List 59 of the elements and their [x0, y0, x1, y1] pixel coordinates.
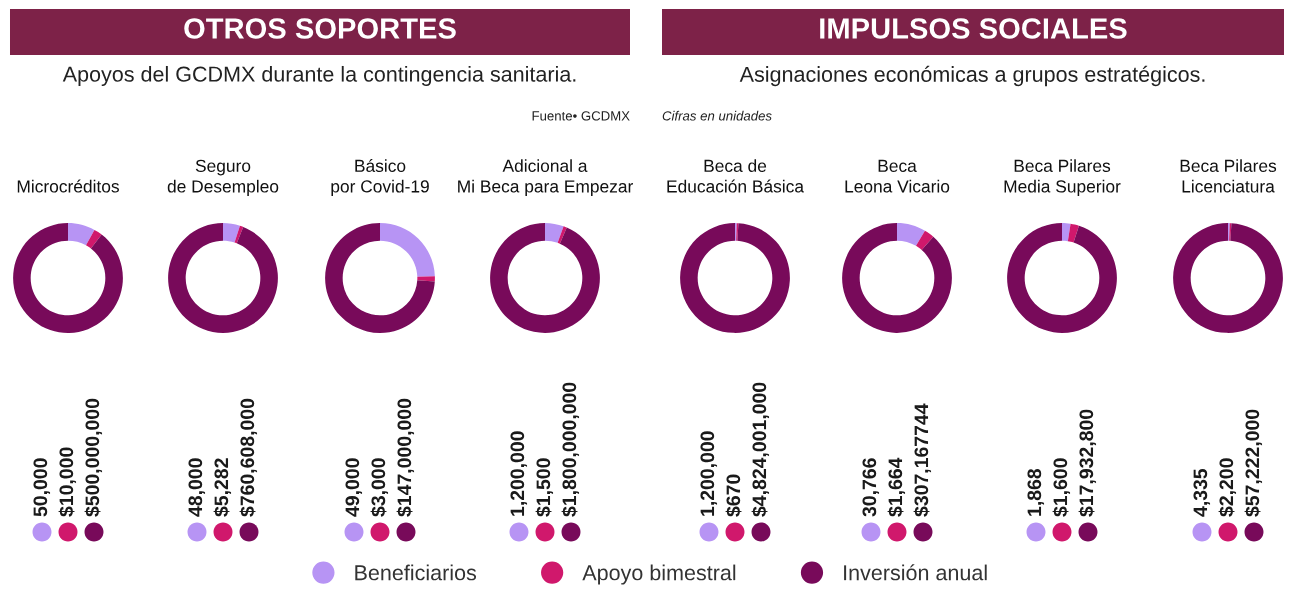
chart-title: Beca Leona Vicario	[845, 159, 950, 193]
donut-slice	[916, 230, 934, 250]
donut-slice	[1062, 223, 1071, 242]
donut-slice	[545, 223, 564, 243]
donut-slice	[897, 223, 925, 246]
text: $17,932,800	[1078, 409, 1097, 517]
source-note: Fuente• GCDMX	[532, 111, 630, 121]
text: 4,335	[1193, 468, 1211, 517]
text: 49,000	[345, 458, 363, 517]
text: $307,167744	[913, 403, 932, 517]
text: $1,500	[535, 458, 554, 517]
chart-title: Adicional a Mi Beca para Empezar	[458, 159, 634, 196]
text: Asignaciones económicas a grupos estratégicos.	[739, 65, 1205, 87]
legend-label: Inversión anual	[844, 564, 987, 581]
text: 1,200,000	[700, 431, 718, 516]
text: $10,000	[58, 447, 77, 517]
text: $1,600	[1052, 458, 1071, 517]
chart-title: Básico por Covid-19	[331, 159, 429, 196]
text: IMPULSOS SOCIALES	[820, 18, 1127, 39]
donut-slice	[1007, 223, 1117, 333]
text: 48,000	[188, 458, 206, 517]
donut-slice	[325, 223, 435, 333]
text: Cifras en unidades	[662, 110, 772, 121]
text: $2,200	[1218, 458, 1237, 517]
donut-slice	[490, 223, 600, 333]
chart-title: Microcréditos	[17, 179, 119, 193]
text: $57,222,000	[1244, 409, 1263, 517]
donut-slice	[1067, 223, 1079, 243]
chart-title: Beca de Educación Básica	[667, 159, 805, 193]
text: 1,868	[1027, 468, 1045, 516]
text: $670	[725, 474, 742, 517]
donut-slice	[417, 276, 435, 282]
text: $1,800,000,000	[561, 382, 580, 517]
donut-slice	[234, 225, 244, 244]
donut-slice	[85, 229, 102, 249]
donut-slice	[168, 223, 278, 333]
text: $3,000	[370, 458, 389, 517]
donut-slice	[13, 223, 123, 333]
text: OTROS SOPORTES	[184, 18, 456, 39]
text: $5,282	[213, 458, 232, 517]
text: $500,000,000	[84, 398, 103, 517]
text: $147,000,000	[396, 398, 415, 517]
text: 50,000	[33, 458, 51, 517]
legend-label: Apoyo bimestral	[582, 564, 736, 585]
text: $760,608,000	[239, 398, 258, 517]
text: 30,766	[862, 458, 880, 517]
donut-slice	[380, 223, 435, 277]
donut-slice	[68, 223, 95, 246]
text: Apoyos del GCDMX durante la contingencia sanitaria.	[62, 65, 576, 87]
legend-label: Beneficiarios	[355, 564, 477, 581]
text: $4,824,001,000	[751, 382, 770, 517]
donut-slice	[557, 226, 567, 244]
chart-title: Beca Pilares Media Superior	[1004, 159, 1121, 196]
donut-slice	[842, 223, 952, 333]
chart-title: Seguro de Desempleo	[167, 159, 279, 196]
donut-slice	[223, 223, 240, 243]
text: 1,200,000	[510, 431, 528, 516]
text: $1,664	[887, 457, 906, 517]
chart-title: Beca Pilares Licenciatura	[1180, 159, 1277, 193]
